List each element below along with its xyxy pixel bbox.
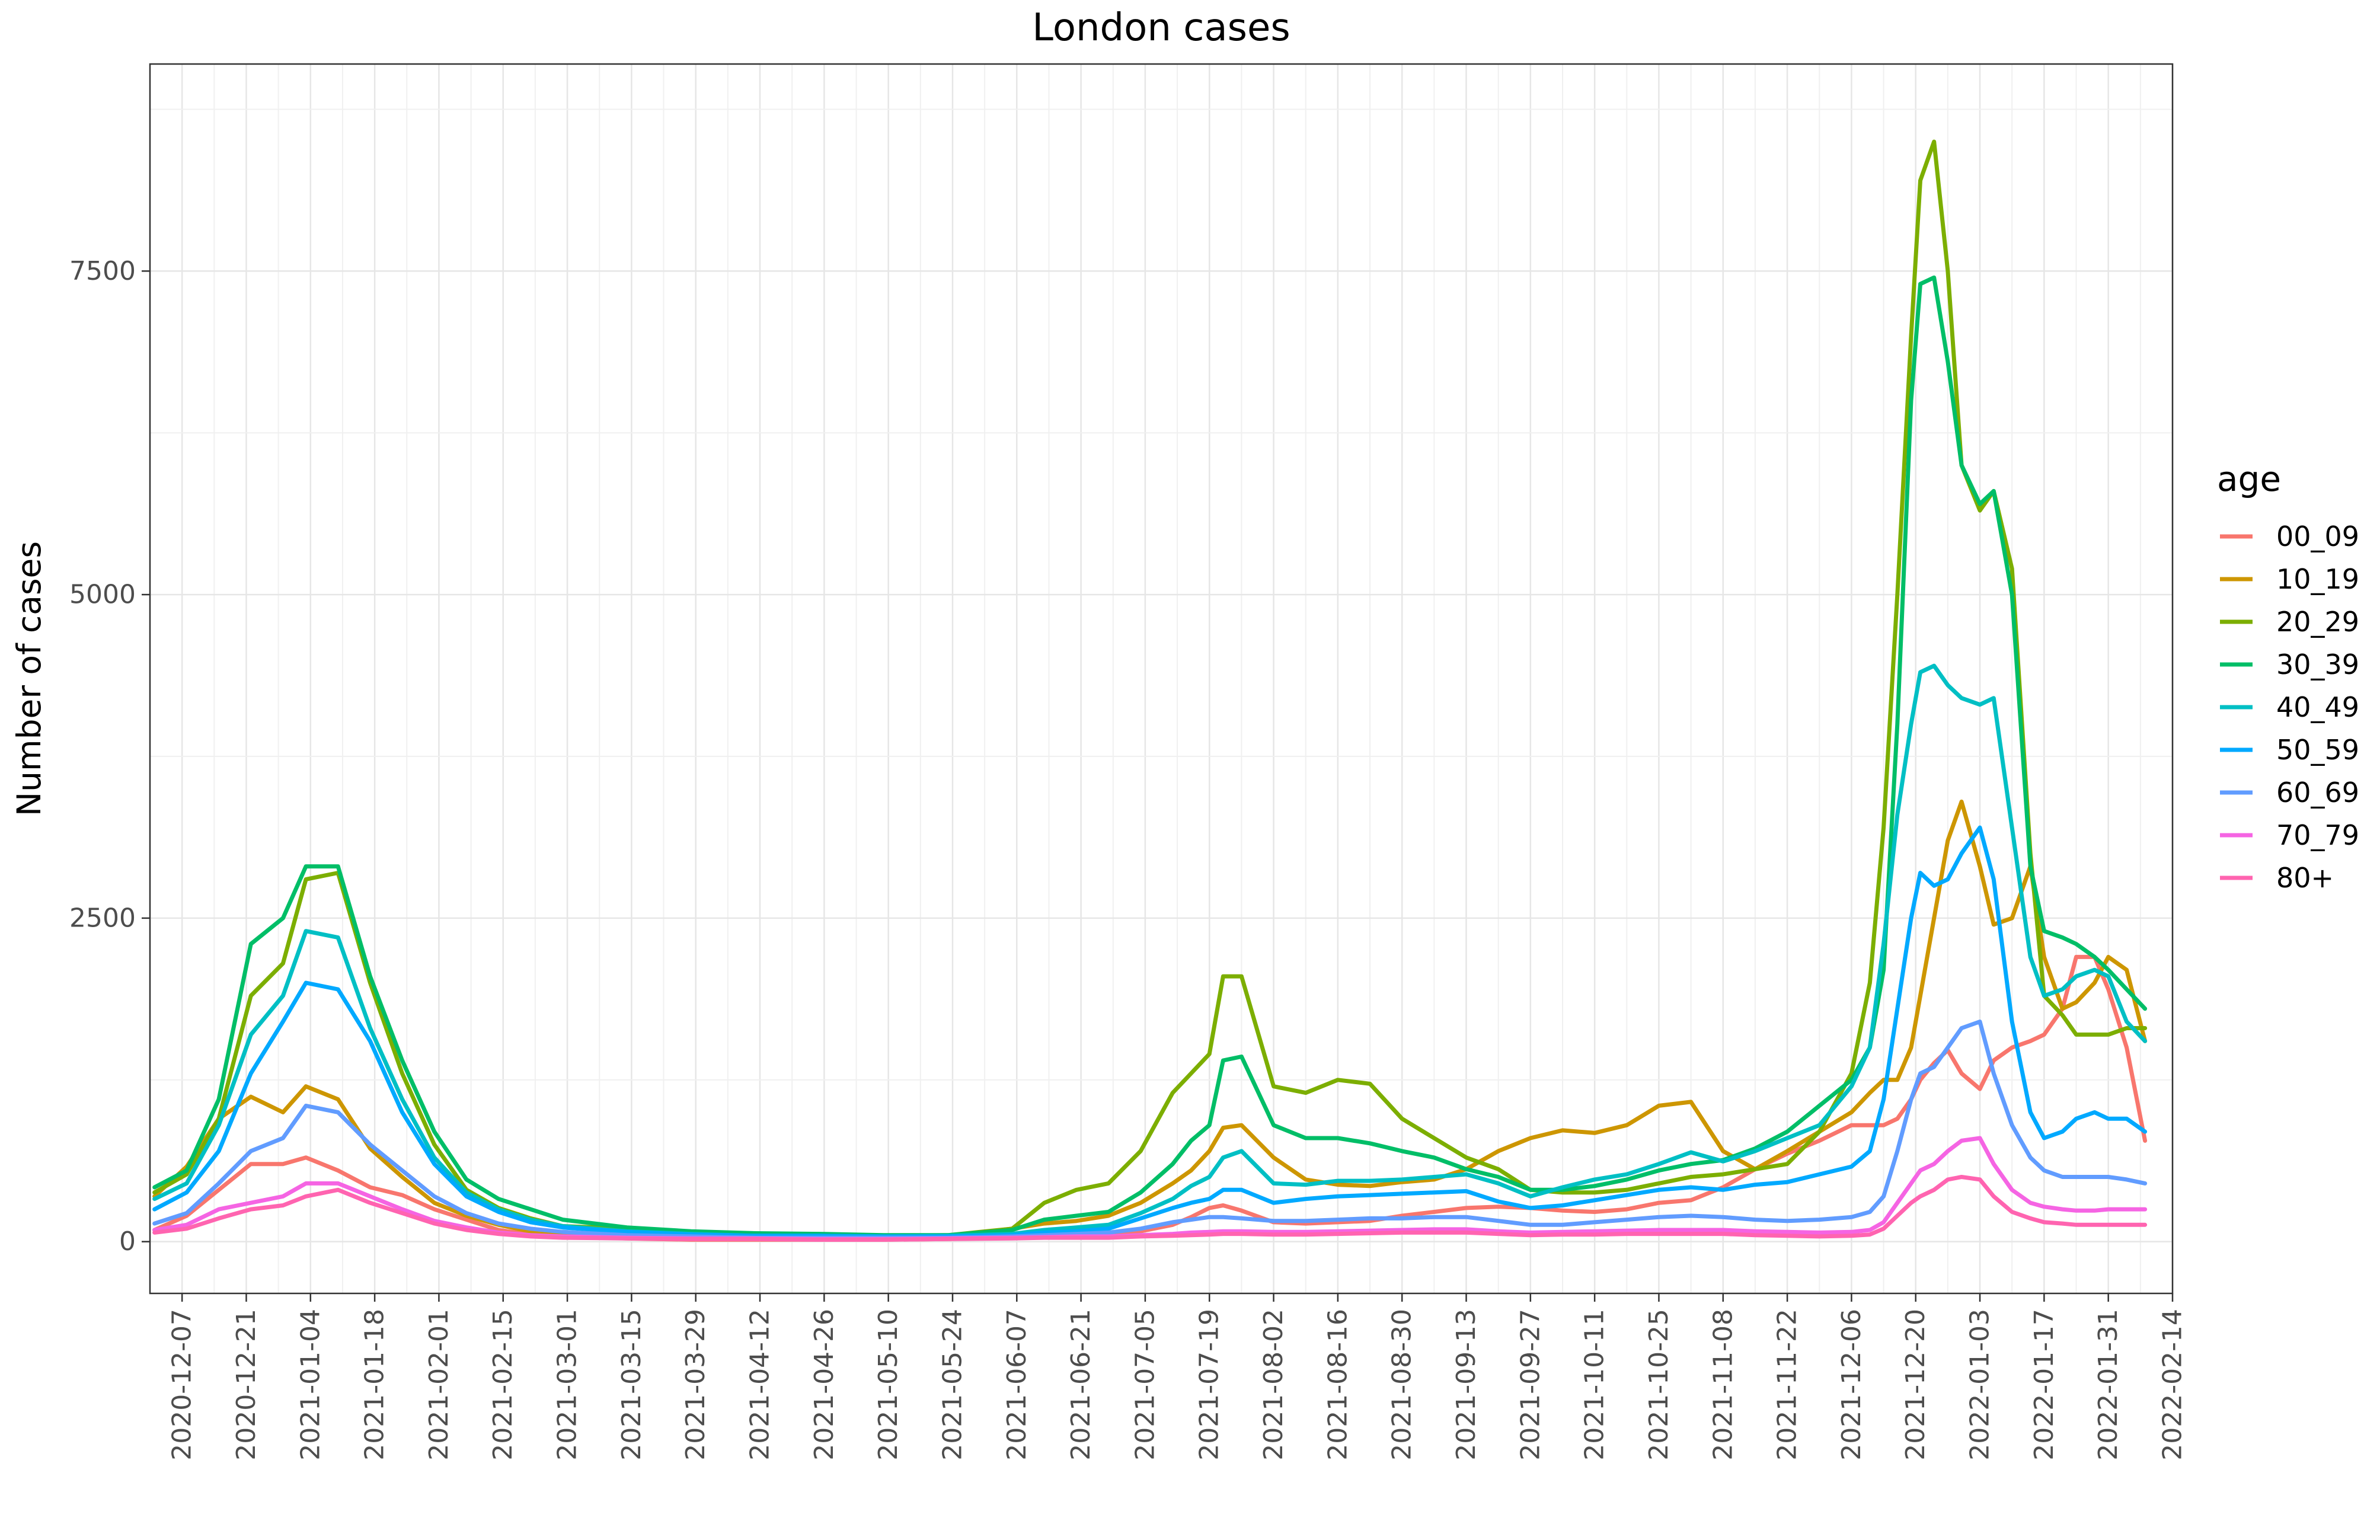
legend-title: age <box>2217 459 2281 499</box>
x-tick-label: 2021-02-01 <box>424 1309 454 1461</box>
x-tick-label: 2021-04-12 <box>745 1309 775 1461</box>
y-tick-label: 7500 <box>69 256 136 286</box>
x-tick-label: 2022-01-17 <box>2029 1309 2059 1461</box>
x-tick-label: 2021-11-08 <box>1708 1309 1738 1461</box>
x-tick-label: 2021-11-22 <box>1772 1309 1803 1461</box>
legend-label: 80+ <box>2276 862 2334 894</box>
x-tick-label: 2021-03-01 <box>552 1309 583 1461</box>
x-tick-label: 2022-02-14 <box>2158 1309 2188 1461</box>
plot-background <box>150 64 2173 1293</box>
x-tick-label: 2021-03-29 <box>681 1309 711 1461</box>
x-tick-label: 2021-04-26 <box>809 1309 839 1461</box>
x-tick-label: 2021-10-11 <box>1580 1309 1610 1461</box>
x-tick-label: 2021-10-25 <box>1644 1309 1674 1461</box>
x-tick-label: 2021-05-10 <box>873 1309 903 1461</box>
y-tick-label: 2500 <box>69 903 136 933</box>
x-tick-label: 2021-03-15 <box>616 1309 647 1461</box>
x-tick-label: 2021-09-27 <box>1515 1309 1545 1461</box>
x-tick-label: 2021-06-21 <box>1066 1309 1096 1461</box>
legend-label: 00_09 <box>2276 520 2359 552</box>
y-tick-label: 0 <box>119 1226 136 1257</box>
series-line-30_39 <box>152 275 2148 1238</box>
y-axis-title: Number of cases <box>10 541 48 816</box>
x-tick-label: 2021-09-13 <box>1451 1309 1481 1461</box>
series-line-80plus <box>152 1175 2148 1242</box>
x-tick-label: 2021-06-07 <box>1002 1309 1032 1461</box>
plot-panel <box>149 63 2174 1295</box>
legend-label: 50_59 <box>2276 734 2359 766</box>
x-tick-label: 2021-07-19 <box>1194 1309 1225 1461</box>
legend-label: 40_49 <box>2276 691 2359 723</box>
legend-label: 60_69 <box>2276 777 2359 809</box>
x-tick-label: 2022-01-31 <box>2093 1309 2123 1461</box>
x-tick-label: 2022-01-03 <box>1965 1309 1995 1461</box>
x-tick-label: 2021-02-15 <box>488 1309 518 1461</box>
x-tick-label: 2021-12-20 <box>1900 1309 1931 1461</box>
x-tick-label: 2021-01-18 <box>360 1309 390 1461</box>
x-tick-label: 2021-12-06 <box>1836 1309 1867 1461</box>
series-line-50_59 <box>152 825 2148 1239</box>
x-tick-label: 2021-07-05 <box>1130 1309 1160 1461</box>
chart-title: London cases <box>1032 6 1290 50</box>
x-tick-label: 2020-12-21 <box>231 1309 261 1461</box>
legend-label: 20_29 <box>2276 606 2359 638</box>
series-line-60_69 <box>152 1020 2148 1240</box>
x-tick-label: 2021-08-16 <box>1322 1309 1353 1461</box>
legend: age 00_09 10_19 20_29 30_39 40_49 50_59 60_69 7… <box>2217 459 2359 894</box>
x-tick-label: 2021-05-24 <box>938 1309 968 1461</box>
x-tick-label: 2021-08-02 <box>1258 1309 1289 1461</box>
y-tick-label: 5000 <box>69 580 136 610</box>
legend-label: 10_19 <box>2276 563 2359 595</box>
x-tick-label: 2020-12-07 <box>167 1309 197 1461</box>
legend-label: 70_79 <box>2276 819 2359 851</box>
series-line-40_49 <box>152 663 2148 1239</box>
x-tick-label: 2021-08-30 <box>1387 1309 1417 1461</box>
legend-label: 30_39 <box>2276 648 2359 680</box>
x-tick-label: 2021-01-04 <box>295 1309 325 1461</box>
